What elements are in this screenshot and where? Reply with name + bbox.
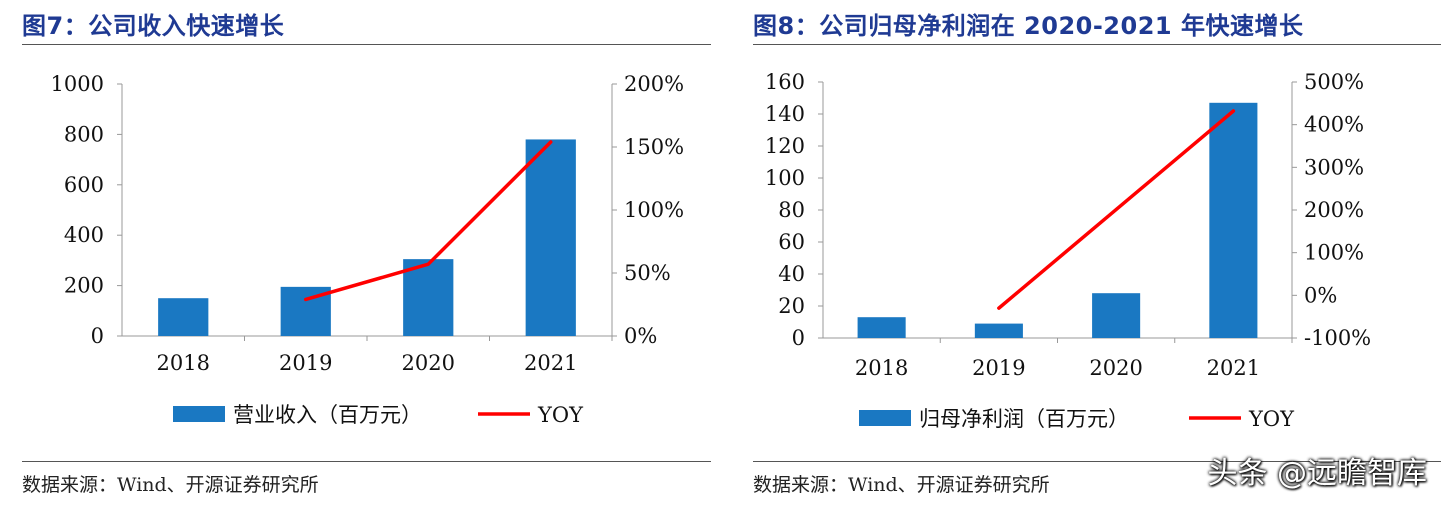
- right-axis-tick-label: 0%: [1304, 283, 1337, 307]
- legend-bar-label: 营业收入（百万元）: [233, 403, 422, 427]
- left-axis-tick-label: 40: [778, 262, 805, 286]
- right-axis-tick-label: 0%: [624, 324, 657, 348]
- figure-7-title: 图7：公司收入快速增长: [22, 12, 285, 40]
- yoy-line: [997, 109, 1236, 310]
- right-axis-tick-label: 200%: [1304, 198, 1364, 222]
- revenue-chart: 0 200 400 600 800 1000 0% 50% 100% 150% 200% 2018 20…: [51, 72, 685, 427]
- x-axis-label-2021: 2021: [524, 351, 577, 375]
- net-profit-chart: 0 20 40 60 80 100 120 140 160 -100% 0% 100% 200% 300%…: [765, 70, 1371, 431]
- legend-bar-swatch: [173, 406, 225, 422]
- left-axis-tick-label: 160: [765, 70, 805, 94]
- right-axis-tick-label: 100%: [1304, 241, 1364, 265]
- figure-7-panel: 图7：公司收入快速增长 0 200 400 600 800 1000 0% 50% 100% 15…: [0, 0, 711, 506]
- figure-7-source: 数据来源：Wind、开源证券研究所: [22, 474, 319, 496]
- right-axis-tick-label: 50%: [624, 261, 671, 285]
- right-axis-tick-label: -100%: [1304, 326, 1371, 350]
- left-axis-tick-label: 140: [765, 102, 805, 126]
- left-axis-tick-label: 120: [765, 134, 805, 158]
- yoy-line: [304, 140, 553, 302]
- figure-8-source: 数据来源：Wind、开源证券研究所: [753, 474, 1050, 496]
- right-axis-tick-label: 150%: [624, 135, 684, 159]
- left-axis-tick-label: 60: [778, 230, 805, 254]
- left-axis-tick-label: 0: [91, 324, 104, 348]
- right-axis-tick-label: 200%: [624, 72, 684, 96]
- figure-8-panel: 图8：公司归母净利润在 2020-2021 年快速增长 0 20 40 60 80 100…: [731, 0, 1441, 506]
- bar-2020: [403, 259, 454, 336]
- x-axis-label-2019: 2019: [279, 351, 332, 375]
- left-axis-tick-label: 800: [64, 122, 104, 146]
- bar-2018: [158, 298, 209, 336]
- left-axis-tick-label: 0: [792, 326, 805, 350]
- left-axis-tick-label: 400: [64, 223, 104, 247]
- left-axis-tick-label: 600: [64, 173, 104, 197]
- left-axis-tick-label: 200: [64, 274, 104, 298]
- left-axis-tick-label: 20: [778, 294, 805, 318]
- right-axis-tick-label: 100%: [624, 198, 684, 222]
- bar-2021: [525, 139, 576, 336]
- x-axis-label-2018: 2018: [855, 356, 908, 380]
- figure-8-bottom-rule: [753, 461, 1441, 462]
- figure-8-top-rule: [753, 44, 1441, 45]
- x-axis-label-2018: 2018: [157, 351, 210, 375]
- watermark: 头条 @远瞻智库: [1207, 456, 1427, 491]
- legend-bar-swatch: [859, 410, 911, 426]
- legend-bar-label: 归母净利润（百万元）: [919, 407, 1129, 431]
- left-axis-tick-label: 80: [778, 198, 805, 222]
- figure-7-bottom-rule: [22, 461, 711, 462]
- right-axis-tick-label: 300%: [1304, 155, 1364, 179]
- bar-2020: [1092, 293, 1141, 338]
- bar-2018: [857, 317, 906, 338]
- right-axis-tick-label: 500%: [1304, 70, 1364, 94]
- right-axis-tick-label: 400%: [1304, 113, 1364, 137]
- figure-8-title: 图8：公司归母净利润在 2020-2021 年快速增长: [753, 12, 1304, 40]
- x-axis-label-2020: 2020: [1089, 356, 1142, 380]
- bar-2021: [1209, 102, 1258, 338]
- x-axis-label-2019: 2019: [972, 356, 1025, 380]
- legend-line-label: YOY: [1248, 407, 1295, 431]
- legend-line-label: YOY: [537, 403, 584, 427]
- left-axis-tick-label: 100: [765, 166, 805, 190]
- left-axis-tick-label: 1000: [51, 72, 104, 96]
- x-axis-label-2021: 2021: [1207, 356, 1260, 380]
- x-axis-label-2020: 2020: [402, 351, 455, 375]
- figure-7-top-rule: [22, 44, 711, 45]
- bar-2019: [974, 323, 1023, 338]
